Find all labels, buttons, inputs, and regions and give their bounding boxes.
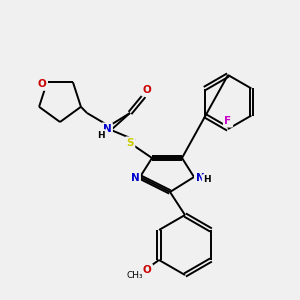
Text: CH₃: CH₃ xyxy=(127,272,143,280)
Text: S: S xyxy=(126,138,134,148)
Text: N: N xyxy=(130,173,140,183)
Text: N: N xyxy=(196,173,204,183)
Text: O: O xyxy=(142,265,152,275)
Text: N: N xyxy=(103,124,111,134)
Text: O: O xyxy=(142,85,152,95)
Text: O: O xyxy=(38,79,46,89)
Text: H: H xyxy=(203,176,211,184)
Text: F: F xyxy=(224,116,232,126)
Text: H: H xyxy=(97,130,105,140)
